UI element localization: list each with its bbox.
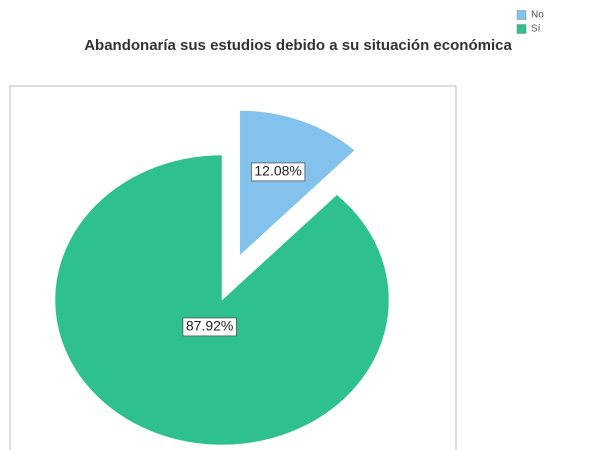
data-label: 12.08% [254, 163, 301, 179]
legend-swatch [516, 24, 527, 34]
legend-swatch [516, 10, 527, 20]
pie-slice [54, 154, 390, 446]
chart-title: Abandonaría sus estudios debido a su sit… [84, 37, 512, 54]
plot-frame [9, 85, 457, 450]
legend-label: No [531, 10, 544, 21]
data-label-box [182, 317, 237, 337]
data-label: 87.92% [186, 318, 233, 334]
data-label-box [250, 162, 306, 182]
legend-label: Sí [531, 24, 541, 35]
pie-slice [239, 110, 356, 256]
